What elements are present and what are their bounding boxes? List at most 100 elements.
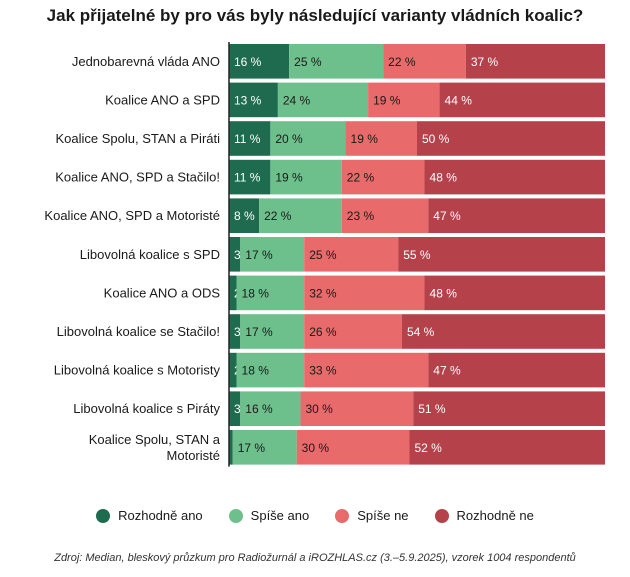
category-label: Koalice ANO a SPD xyxy=(105,92,220,107)
data-label: 11 % xyxy=(234,171,261,185)
data-label: 47 % xyxy=(433,209,461,223)
bar-segment xyxy=(229,237,241,272)
bar-segment xyxy=(236,275,305,311)
category-label: Koalice Spolu, STAN a Motoristé xyxy=(89,432,221,463)
data-label: 20 % xyxy=(275,132,303,146)
category-label: Libovolná koalice s Motoristy xyxy=(54,363,221,378)
data-label: 30 % xyxy=(302,441,330,455)
legend-item: Spíše ne xyxy=(335,508,409,523)
data-label: 24 % xyxy=(283,93,311,107)
bar-segment xyxy=(229,275,237,311)
data-label: 8 % xyxy=(234,209,255,223)
data-label: 22 % xyxy=(264,209,292,223)
data-label: 18 % xyxy=(242,286,270,300)
category-label: Jednobarevná vláda ANO xyxy=(72,54,220,69)
bar-segment xyxy=(229,352,237,388)
data-label: 17 % xyxy=(245,325,273,339)
data-label: 19 % xyxy=(275,171,303,185)
bar-segment xyxy=(341,198,429,233)
bar-segment xyxy=(428,198,605,233)
bar-segment xyxy=(232,430,297,465)
legend-swatch xyxy=(96,508,111,523)
bar-segment xyxy=(304,237,399,272)
legend-swatch xyxy=(434,508,449,523)
chart-title: Jak přijatelné by pro vás byly následují… xyxy=(46,6,584,25)
bar-segment xyxy=(300,391,414,426)
data-label: 50 % xyxy=(422,132,450,146)
bar-segment xyxy=(409,430,605,465)
data-label: 11 % xyxy=(234,132,261,146)
bar-segment xyxy=(240,237,305,272)
bar-segment xyxy=(296,430,410,465)
data-label: 25 % xyxy=(309,248,337,262)
data-label: 19 % xyxy=(351,132,379,146)
bar-segment xyxy=(229,430,233,465)
data-label: 16 % xyxy=(234,55,262,69)
data-label: 16 % xyxy=(245,402,273,416)
data-label: 25 % xyxy=(294,55,322,69)
legend-label: Spíše ne xyxy=(357,508,409,523)
data-label: 54 % xyxy=(407,325,435,339)
bar-segment xyxy=(229,391,241,426)
data-label: 26 % xyxy=(309,325,337,339)
bar-segment xyxy=(229,198,260,233)
bar-segment xyxy=(259,198,342,233)
bar-segment xyxy=(424,159,605,195)
data-label: 47 % xyxy=(433,364,461,378)
category-label: Koalice ANO, SPD a Motoristé xyxy=(44,208,220,223)
bar-segment xyxy=(383,44,466,79)
legend-label: Rozhodně ano xyxy=(118,508,203,523)
stacked-bar-chart: Jednobarevná vláda ANO 16 % 25 % 22 % 37 % Ko… xyxy=(44,42,605,467)
data-label: 32 % xyxy=(309,286,337,300)
data-label: 52 % xyxy=(414,441,442,455)
bar-segment xyxy=(229,121,271,156)
bar-segment xyxy=(304,275,425,311)
bar-segment xyxy=(277,82,369,118)
data-label: 55 % xyxy=(403,248,431,262)
bar-segment xyxy=(229,44,290,79)
bar-segment xyxy=(304,352,429,388)
data-label: 13 % xyxy=(234,93,262,107)
bar-segment xyxy=(240,391,301,426)
data-label: 48 % xyxy=(430,171,458,185)
data-label: 19 % xyxy=(373,93,401,107)
data-label: 30 % xyxy=(305,402,333,416)
category-label: Libovolná koalice se Stačilo! xyxy=(57,324,220,339)
bar-segment xyxy=(465,44,605,79)
bar-segment xyxy=(417,121,605,156)
legend-swatch xyxy=(335,508,350,523)
bar-segment xyxy=(229,159,271,195)
category-label: Koalice ANO, SPD a Stačilo! xyxy=(55,170,220,185)
bar-segment xyxy=(401,314,605,349)
legend-label: Rozhodně ne xyxy=(456,508,534,523)
legend-item: Rozhodně ne xyxy=(434,508,534,523)
bar-segment xyxy=(345,121,417,156)
data-label: 51 % xyxy=(418,402,446,416)
data-label: 17 % xyxy=(245,248,273,262)
data-label: 23 % xyxy=(347,209,375,223)
bar-segment xyxy=(341,159,425,195)
bar-segment xyxy=(368,82,440,118)
bar-segment xyxy=(229,82,278,118)
category-label: Libovolná koalice s SPD xyxy=(80,247,220,262)
data-label: 44 % xyxy=(445,93,473,107)
data-label: 48 % xyxy=(430,286,458,300)
category-label: Koalice Spolu, STAN a Piráti xyxy=(56,131,221,146)
bar-segment xyxy=(270,121,346,156)
data-label: 22 % xyxy=(388,55,416,69)
bar-segment xyxy=(229,314,241,349)
data-label: 17 % xyxy=(238,441,266,455)
source-note: Zdroj: Median, bleskový průzkum pro Radi… xyxy=(54,552,576,564)
bar-segment xyxy=(439,82,605,118)
bar-segment xyxy=(424,275,605,311)
legend-label: Spíše ano xyxy=(250,508,310,523)
bar-segment xyxy=(240,314,305,349)
category-label: Libovolná koalice s Piráty xyxy=(73,401,220,416)
legend-swatch xyxy=(228,508,243,523)
data-label: 22 % xyxy=(347,171,375,185)
bar-segment xyxy=(289,44,384,79)
legend-item: Rozhodně ano xyxy=(96,508,203,523)
data-label: 33 % xyxy=(309,364,337,378)
category-label: Koalice ANO a ODS xyxy=(104,285,221,300)
